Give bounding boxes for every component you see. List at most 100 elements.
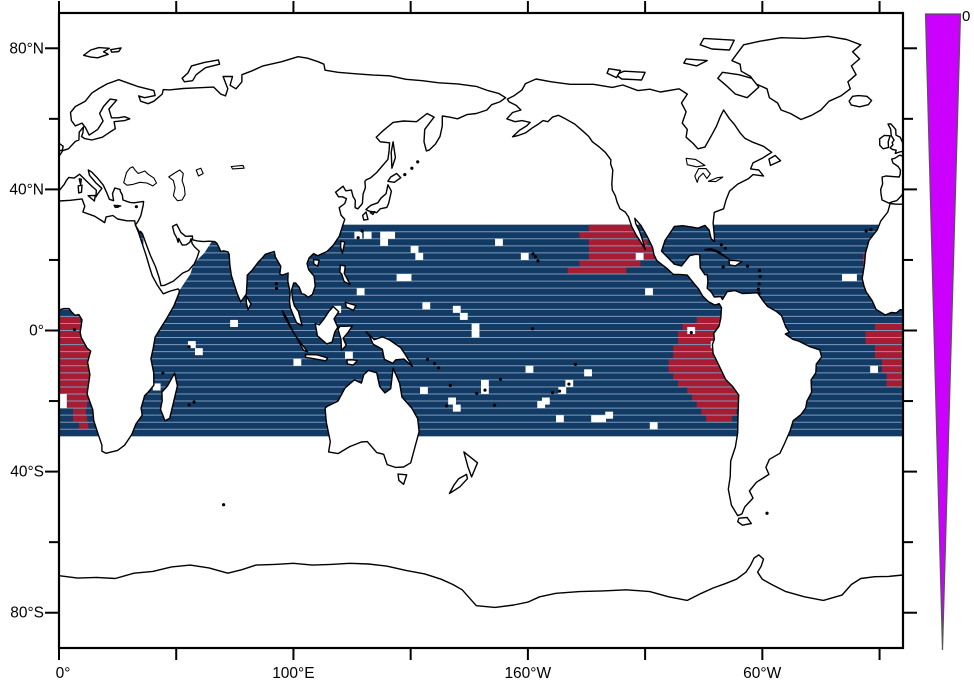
red-cell-row	[668, 365, 737, 373]
missing-cell	[422, 302, 431, 310]
coastline	[704, 247, 730, 260]
missing-cell	[380, 231, 388, 239]
missing-cell	[452, 305, 461, 313]
lat-tick-label-80s: 80°S	[10, 605, 44, 622]
coastline	[848, 94, 873, 108]
coastline	[346, 359, 359, 366]
island-dot	[436, 366, 441, 370]
red-cell-row	[886, 372, 903, 380]
coastline	[887, 123, 903, 155]
lon-tick-label-60w: 60°W	[743, 665, 781, 682]
red-cell-row	[73, 415, 88, 423]
red-cell-row	[59, 372, 93, 380]
red-cell-row	[579, 231, 636, 239]
red-cell-row	[874, 323, 903, 331]
missing-cell	[194, 348, 203, 356]
red-cell-row	[687, 386, 742, 394]
coastline	[281, 310, 309, 353]
missing-cell	[471, 323, 480, 331]
red-cell-row	[692, 394, 742, 402]
missing-cell	[187, 341, 196, 349]
red-cell-row	[67, 401, 88, 409]
coastline	[59, 198, 181, 454]
island-dot	[192, 400, 196, 404]
missing-cell	[645, 288, 653, 296]
coastline	[365, 184, 393, 214]
red-cell-row	[588, 252, 655, 260]
red-cell-row	[579, 259, 641, 267]
lon-axis-labels: 0° 100°E 160°W 60°W	[56, 665, 782, 682]
coastline	[78, 178, 83, 186]
red-cell-row	[73, 408, 86, 416]
red-cell-row	[59, 316, 81, 324]
coastline	[339, 264, 351, 286]
island-dot	[550, 390, 555, 395]
coastline	[699, 37, 735, 51]
island-dot	[498, 377, 503, 381]
lake-outline	[707, 176, 724, 183]
coastline	[245, 295, 252, 311]
red-cell-row	[673, 344, 730, 352]
colorbar-wedge	[924, 13, 962, 651]
missing-cell	[356, 288, 365, 296]
island-dot	[567, 382, 571, 386]
coastline	[312, 258, 320, 267]
missing-cell	[635, 252, 644, 260]
missing-cell	[598, 415, 607, 423]
missing-cell	[59, 401, 67, 409]
coastline	[59, 554, 903, 648]
coastline	[339, 240, 346, 254]
coastline	[77, 184, 83, 194]
island-dot	[719, 243, 723, 247]
red-cell-row	[59, 379, 92, 387]
island-dot	[221, 503, 226, 507]
coastline	[861, 202, 903, 316]
red-cell-row	[677, 330, 725, 338]
missing-cell	[420, 386, 428, 394]
missing-cell	[495, 238, 503, 246]
missing-cell	[410, 245, 419, 253]
island-dot	[689, 331, 693, 335]
island-dot	[536, 259, 540, 263]
missing-cell	[333, 305, 342, 313]
coastline	[324, 367, 420, 469]
red-cell-row	[59, 351, 95, 359]
red-cell-row	[696, 401, 739, 409]
island-dot	[723, 246, 727, 250]
missing-cell	[481, 379, 489, 387]
missing-cell	[558, 386, 567, 394]
coastline	[768, 154, 782, 167]
red-cell-row	[59, 337, 91, 345]
island-dot	[134, 205, 138, 209]
island-dot	[410, 166, 414, 170]
coastline	[365, 331, 414, 368]
lat-tick-label-40n: 40°N	[9, 182, 44, 199]
lake-outline	[685, 157, 706, 168]
island-dot	[425, 357, 430, 362]
lake-outline	[230, 164, 245, 170]
red-cell-row	[59, 358, 95, 366]
red-cell-row	[588, 224, 634, 232]
red-cell-row	[59, 330, 90, 338]
missing-cell	[471, 330, 480, 338]
missing-cell	[537, 401, 546, 409]
island-dot	[72, 327, 77, 332]
missing-cell	[605, 411, 614, 419]
missing-cell	[59, 394, 67, 402]
red-cell-row	[886, 379, 903, 387]
island-dot	[758, 274, 762, 279]
coastline	[337, 325, 353, 351]
red-cell-row	[865, 330, 903, 338]
lon-tick-label-160w: 160°W	[504, 665, 551, 682]
missing-cell	[380, 238, 388, 246]
lat-tick-label-80n: 80°N	[9, 41, 44, 58]
island-dot	[757, 268, 762, 273]
island-dot	[757, 291, 761, 295]
island-dot	[274, 286, 279, 291]
island-dot	[757, 282, 761, 286]
island-dot	[360, 229, 364, 233]
coastline	[344, 301, 357, 312]
red-cell-row	[874, 351, 903, 359]
